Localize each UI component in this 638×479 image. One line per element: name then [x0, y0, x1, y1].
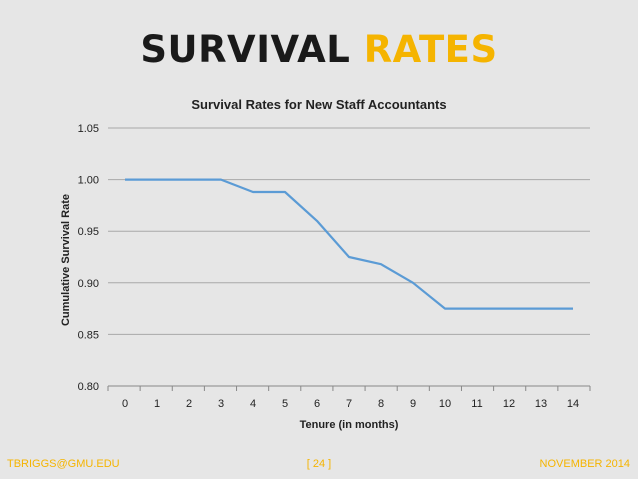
y-tick-label: 0.95 [78, 226, 99, 238]
x-tick-label: 9 [410, 398, 416, 410]
footer-date: NOVEMBER 2014 [539, 458, 630, 470]
y-tick-label: 0.90 [78, 278, 99, 290]
x-tick-label: 3 [218, 398, 224, 410]
x-tick-label: 1 [154, 398, 160, 410]
x-tick-label: 4 [250, 398, 256, 410]
slide-title: SURVIVAL RATES [0, 28, 638, 71]
x-tick-label: 0 [122, 398, 128, 410]
footer-page-number: [ 24 ] [306, 458, 332, 470]
chart-title: Survival Rates for New Staff Accountants [191, 97, 447, 112]
y-tick-label: 0.80 [78, 381, 99, 393]
survival-rate-line [125, 178, 573, 310]
x-tick-label: 11 [471, 398, 482, 410]
y-axis-title: Cumulative Survival Rate [60, 194, 72, 326]
y-tick-label: 1.00 [78, 175, 99, 187]
tick-labels: 0.800.850.900.951.001.050 1 2 3 4 5 6 7 8 9 10 11 12… [78, 123, 580, 410]
x-tick-label: 7 [346, 398, 352, 410]
footer-email: TBRIGGS@GMU.EDU [7, 458, 120, 470]
x-tick-label: 6 [314, 398, 320, 410]
slide-title-main: SURVIVAL [140, 28, 351, 71]
x-tick-label: 2 [186, 398, 192, 410]
x-tick-label: 14 [567, 398, 579, 410]
y-tick-label: 0.85 [78, 329, 99, 341]
x-tick-label: 12 [503, 398, 515, 410]
x-tick-label: 8 [378, 398, 384, 410]
series [124, 178, 574, 310]
axes [107, 385, 591, 391]
slide-title-accent: RATES [363, 28, 498, 71]
x-tick-label: 5 [282, 398, 288, 410]
gridlines [108, 127, 590, 335]
x-tick-label: 13 [535, 398, 547, 410]
x-axis-title: Tenure (in months) [300, 419, 399, 431]
y-tick-label: 1.05 [78, 123, 99, 135]
x-tick-label: 10 [439, 398, 451, 410]
